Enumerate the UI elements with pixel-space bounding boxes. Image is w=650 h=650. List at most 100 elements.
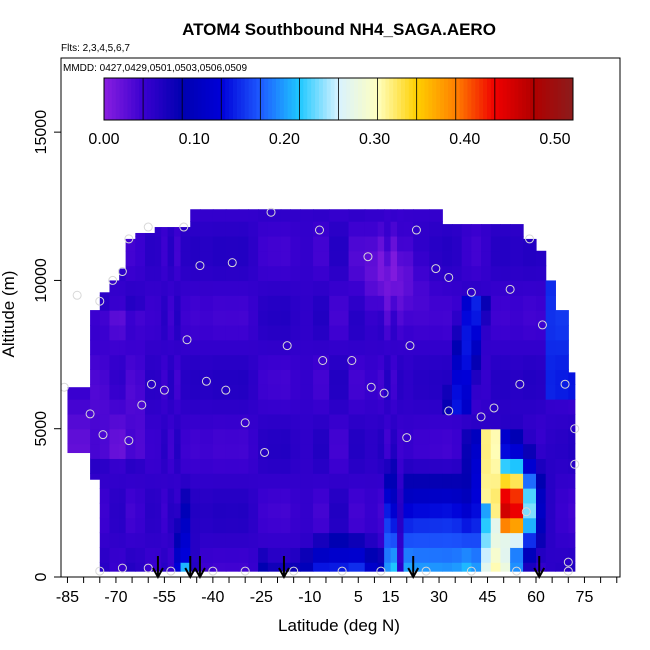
heatmap-cell	[190, 280, 201, 296]
heatmap-cell	[248, 265, 259, 282]
colorbar-swatch	[447, 78, 453, 120]
heatmap-cell	[238, 428, 250, 445]
heatmap-cell	[119, 547, 127, 563]
observation-point	[166, 566, 176, 576]
heatmap-cell	[555, 517, 569, 534]
heatmap-cell	[154, 399, 162, 415]
heatmap-cell	[238, 517, 250, 534]
colorbar-swatch	[455, 78, 461, 120]
heatmap-cell	[545, 547, 556, 563]
heatmap-cell	[90, 384, 101, 400]
heatmap-cell	[523, 369, 537, 385]
heatmap-cell	[377, 209, 385, 222]
colorbar-swatch	[150, 78, 156, 120]
heatmap-cell	[490, 443, 502, 459]
heatmap-cell	[397, 413, 405, 430]
colorbar-swatch	[334, 78, 339, 120]
heatmap-cell	[199, 384, 214, 400]
heatmap-cell	[135, 502, 146, 519]
heatmap-cell	[154, 502, 162, 519]
heatmap-cell	[413, 413, 430, 430]
heatmap-cell	[481, 443, 492, 459]
heatmap-cell	[190, 339, 201, 356]
heatmap-cell	[442, 295, 453, 311]
heatmap-cell	[180, 227, 191, 237]
heatmap-cell	[442, 310, 453, 326]
heatmap-cell	[413, 458, 430, 474]
colorbar-swatch	[311, 78, 316, 120]
heatmap-cell	[280, 413, 292, 430]
heatmap-cell	[364, 517, 379, 534]
heatmap-cell	[119, 339, 127, 356]
heatmap-cell	[109, 532, 120, 548]
heatmap-cell	[390, 265, 398, 282]
heatmap-cell	[135, 250, 146, 267]
heatmap-cell	[523, 428, 537, 445]
heatmap-cell	[119, 399, 127, 415]
heatmap-cell	[451, 517, 463, 534]
observation-point	[560, 379, 570, 389]
colorbar-swatch	[342, 78, 347, 120]
heatmap-cell	[212, 235, 227, 252]
colorbar-swatch	[424, 78, 429, 120]
heatmap-cell	[300, 443, 314, 459]
observation-point	[117, 563, 127, 573]
heatmap-cell	[535, 532, 547, 548]
observation-point	[95, 566, 105, 576]
heatmap-cell	[290, 310, 301, 326]
heatmap-cell	[174, 562, 182, 572]
heatmap-cell	[99, 310, 111, 326]
heatmap-cell	[180, 502, 191, 519]
heatmap-cell	[384, 399, 392, 415]
heatmap-cell	[461, 265, 472, 282]
heatmap-cell	[348, 250, 366, 267]
heatmap-cell	[481, 295, 492, 311]
heatmap-cell	[125, 413, 136, 430]
heatmap-cell	[180, 443, 191, 459]
heatmap-cell	[313, 369, 330, 385]
heatmap-cell	[154, 473, 162, 489]
colorbar-swatch	[205, 78, 211, 120]
colorbar-swatch	[346, 78, 351, 120]
heatmap-cell	[377, 221, 385, 237]
heatmap-cell	[174, 428, 182, 445]
heatmap-cell	[154, 310, 162, 326]
heatmap-cell	[313, 532, 330, 548]
heatmap-cell	[481, 473, 492, 489]
heatmap-cell	[212, 295, 227, 311]
heatmap-cell	[329, 235, 350, 252]
heatmap-cell	[199, 250, 214, 267]
heatmap-cell	[555, 339, 569, 356]
heatmap-cell	[174, 354, 182, 370]
heatmap-cell	[258, 235, 269, 252]
heatmap-cell	[154, 339, 162, 356]
heatmap-cell	[413, 428, 430, 445]
heatmap-cell	[545, 339, 556, 356]
heatmap-cell	[174, 310, 182, 326]
colorbar-swatch	[557, 78, 562, 120]
heatmap-cell	[461, 547, 472, 563]
heatmap-cell	[225, 502, 240, 519]
colorbar-swatch	[401, 78, 406, 120]
heatmap-cell	[180, 369, 191, 385]
heatmap-cell	[280, 473, 292, 489]
heatmap-cell	[397, 339, 405, 356]
heatmap-cell	[500, 458, 511, 474]
heatmap-cell	[429, 443, 443, 459]
heatmap-cell	[125, 428, 136, 445]
heatmap-cell	[384, 458, 392, 474]
observation-point	[95, 296, 105, 306]
colorbar-swatch	[217, 78, 222, 120]
heatmap-cell	[267, 324, 282, 341]
heatmap-cell	[403, 443, 414, 459]
heatmap-cell	[348, 384, 366, 400]
heatmap-cell	[300, 502, 314, 519]
colorbar-swatch	[107, 78, 113, 120]
heatmap-cell	[174, 488, 182, 504]
heatmap-cell	[154, 488, 162, 504]
heatmap-cell	[290, 473, 301, 489]
heatmap-cell	[248, 310, 259, 326]
heatmap-cell	[510, 235, 524, 252]
heatmap-cell	[180, 532, 191, 548]
heatmap-cell	[451, 384, 463, 400]
